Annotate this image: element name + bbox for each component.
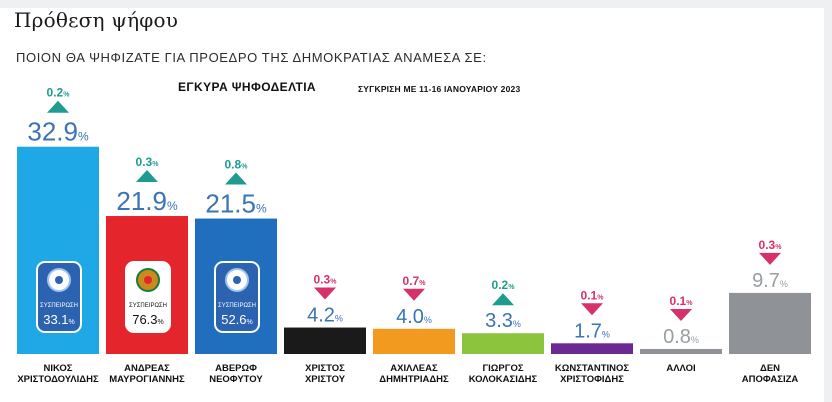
bar-9: [729, 292, 811, 354]
category-label-2: ΜΑΥΡΟΓΙΑΝΝΗΣ: [109, 374, 185, 385]
cohesion-value: 76.3%: [132, 312, 164, 327]
value-label-1: 32.9%: [27, 117, 89, 147]
change-label-9: 0.3%: [759, 238, 783, 252]
change-down-arrow-9: [759, 252, 781, 265]
category-label-3: ΝΕΟΦΥΤΟΥ: [209, 374, 263, 385]
change-up-arrow-3: [225, 172, 247, 185]
category-label-9: ΑΠΟΦΑΣΙΖΑ: [742, 374, 799, 385]
category-label-8: ΑΛΛΟΙ: [666, 363, 695, 374]
category-label-5: ΑΧΙΛΛΕΑΣ: [390, 363, 438, 374]
bar-8: [640, 348, 722, 354]
change-up-arrow-2: [136, 170, 158, 183]
cohesion-value: 52.6%: [221, 312, 253, 327]
change-label-2: 0.3%: [136, 155, 160, 169]
category-label-1: ΧΡΙΣΤΟΔΟΥΛΙΔΗΣ: [17, 374, 99, 385]
cohesion-label: ΣΥΣΠΕΙΡΩΣΗ: [129, 303, 167, 309]
change-label-1: 0.2%: [47, 86, 71, 100]
change-down-arrow-7: [581, 303, 603, 316]
change-up-arrow-1: [47, 100, 69, 113]
chart-subtitle: ΣΥΓΚΡΙΣΗ ΜΕ 11-16 ΙΑΝΟΥΑΡΙΟΥ 2023: [358, 84, 521, 94]
category-label-3: ΑΒΕΡΩΦ: [215, 363, 257, 374]
change-label-4: 0.3%: [314, 273, 338, 287]
value-label-2: 21.9%: [116, 186, 178, 216]
value-label-4: 4.2%: [307, 305, 343, 327]
change-down-arrow-4: [314, 287, 336, 300]
survey-question: ΠΟΙΟΝ ΘΑ ΨΗΦΙΖΑΤΕ ΓΙΑ ΠΡΟΕΔΡΟ ΤΗΣ ΔΗΜΟΚΡ…: [16, 50, 487, 65]
top-divider: [0, 0, 832, 8]
chart-title: ΕΓΚΥΡΑ ΨΗΦΟΔΕΛΤΙΑ: [178, 80, 317, 94]
page-heading: Πρόθεση ψήφου: [14, 8, 179, 32]
category-label-4: ΧΡΙΣΤΟΣ: [305, 363, 345, 374]
cohesion-label: ΣΥΣΠΕΙΡΩΣΗ: [218, 303, 256, 309]
cohesion-label: ΣΥΣΠΕΙΡΩΣΗ: [40, 303, 78, 309]
value-label-8: 0.8%: [663, 326, 699, 348]
cohesion-value: 33.1%: [43, 312, 75, 327]
change-label-5: 0.7%: [403, 274, 427, 288]
party-emblem-icon: [55, 276, 63, 284]
category-label-7: ΚΩΝΣΤΑΝΤΙΝΟΣ: [555, 363, 630, 374]
bar-5: [373, 328, 455, 354]
change-down-arrow-8: [670, 308, 692, 321]
value-label-5: 4.0%: [396, 306, 432, 328]
value-label-7: 1.7%: [574, 320, 610, 342]
right-divider: [824, 0, 832, 402]
change-label-8: 0.1%: [670, 294, 694, 308]
category-label-1: ΝΙΚΟΣ: [43, 363, 72, 374]
change-up-arrow-6: [492, 293, 514, 306]
party-emblem-icon: [144, 276, 152, 284]
category-label-4: ΧΡΙΣΤΟΥ: [305, 374, 346, 385]
change-label-6: 0.2%: [492, 278, 516, 292]
category-label-5: ΔΗΜΗΤΡΙΑΔΗΣ: [379, 374, 449, 385]
value-label-3: 21.5%: [205, 189, 267, 219]
category-label-2: ΑΝΔΡΕΑΣ: [124, 363, 170, 374]
category-label-6: ΚΟΛΟΚΑΣΙΔΗΣ: [469, 374, 538, 385]
value-label-6: 3.3%: [485, 310, 521, 332]
bar-4: [284, 327, 366, 354]
party-emblem-icon: [233, 276, 241, 284]
value-label-9: 9.7%: [752, 270, 788, 292]
category-label-9: ΔΕΝ: [760, 363, 780, 374]
category-label-7: ΧΡΙΣΤΟΦΙΔΗΣ: [560, 374, 624, 385]
change-label-7: 0.1%: [581, 288, 605, 302]
bar-6: [462, 333, 544, 354]
change-label-3: 0.8%: [225, 158, 249, 172]
change-down-arrow-5: [403, 288, 425, 301]
category-label-6: ΓΙΩΡΓΟΣ: [482, 363, 523, 374]
bar-7: [551, 343, 633, 354]
